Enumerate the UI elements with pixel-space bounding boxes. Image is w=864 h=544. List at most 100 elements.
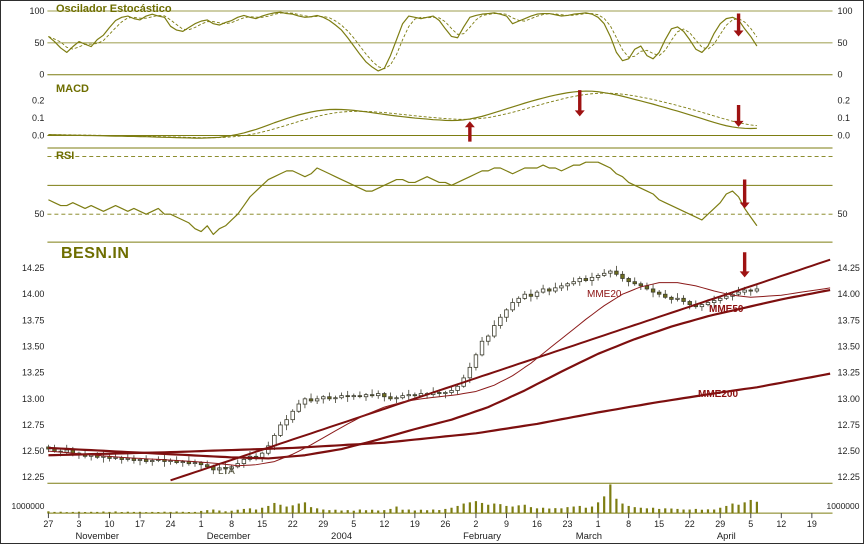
date-tick-label: 12 — [379, 519, 389, 529]
stochastic-ytick-right: 0 — [838, 70, 843, 80]
volume-bar — [181, 511, 184, 514]
volume-bar — [389, 508, 392, 514]
volume-bar — [273, 502, 276, 514]
lta-label: LTA — [218, 466, 235, 477]
candle — [699, 304, 705, 308]
candle — [113, 457, 118, 459]
volume-bar — [645, 508, 649, 514]
date-tick-label: 27 — [43, 519, 53, 529]
volume-bar — [236, 509, 239, 514]
candle — [314, 398, 320, 402]
candle — [321, 396, 326, 400]
volume-bar — [725, 505, 728, 514]
volume-bar — [603, 496, 606, 514]
candle — [473, 354, 479, 368]
volume-bar — [395, 506, 398, 514]
volume-bar — [401, 509, 404, 514]
macd-ytick: 0.2 — [32, 96, 44, 106]
volume-bar — [572, 506, 575, 514]
volume-bar — [53, 511, 56, 514]
volume-bar — [493, 503, 496, 514]
candle — [443, 392, 448, 394]
volume-bar — [658, 508, 661, 514]
candle — [198, 462, 204, 466]
volume-bar — [505, 505, 508, 514]
volume-bar — [609, 484, 612, 514]
volume-bar — [242, 508, 245, 514]
month-label: March — [576, 531, 602, 542]
candle — [650, 288, 656, 293]
candle — [400, 395, 405, 399]
candle — [632, 281, 637, 285]
date-tick-label: 17 — [135, 519, 145, 529]
volume-bar — [541, 507, 545, 514]
volume-bar — [90, 511, 93, 514]
rsi-ytick: 50 — [34, 209, 44, 219]
month-label: April — [717, 531, 736, 542]
date-tick-label: 29 — [318, 519, 328, 529]
volume-bar — [511, 506, 514, 514]
stochastic-panel-title: Oscilador Estocástico — [56, 3, 172, 15]
candle — [553, 287, 558, 292]
volume-bar — [328, 510, 331, 514]
candle — [131, 458, 137, 461]
candle — [290, 410, 295, 421]
price-ytick-right: 14.25 — [838, 263, 860, 273]
candle — [223, 467, 228, 470]
volume-bar — [664, 508, 667, 514]
y-axis-labels: 100 100 50 50 0 0 0.2 0.2 0.1 0.1 0.0 0.0 50 50 14.25 1… — [12, 6, 860, 511]
date-tick-label: 8 — [626, 519, 631, 529]
volume-bar — [731, 503, 734, 514]
candles — [46, 265, 760, 475]
price-ytick-right: 14.00 — [838, 289, 860, 299]
date-tick-label: 22 — [288, 519, 298, 529]
candle — [656, 291, 662, 295]
date-tick-label: 23 — [563, 519, 573, 529]
volume-bar — [499, 504, 502, 514]
candle — [742, 289, 747, 293]
x-axis: 27 3 10 17 24 1 8 15 22 29 5 12 19 26 2 9 16 23 1 8 15 22 29 5 1… — [43, 513, 817, 542]
candle — [547, 288, 552, 292]
candle — [259, 452, 265, 458]
volume-bar — [175, 511, 178, 514]
volume-bar — [309, 507, 313, 514]
volume-bar — [566, 507, 569, 514]
date-tick-label: 5 — [748, 519, 753, 529]
volume-bar — [126, 511, 129, 514]
volume-bar — [132, 511, 135, 514]
macd-ytick-right: 0.2 — [838, 96, 850, 106]
candle — [620, 273, 625, 279]
candle — [754, 288, 760, 292]
volume-bar — [267, 505, 270, 514]
volume-bar — [713, 509, 716, 514]
rsi-line — [48, 161, 758, 236]
price-ytick-right: 12.75 — [838, 420, 860, 430]
rsi-panel-title: RSI — [56, 150, 75, 162]
volume-bar — [108, 511, 111, 514]
volume-ytick: 1000000 — [12, 501, 45, 511]
price-ytick: 12.25 — [22, 472, 44, 482]
volume-bar — [621, 503, 624, 514]
volume-bar — [96, 511, 99, 514]
macd-ytick-right: 0.0 — [838, 130, 850, 140]
candle — [522, 293, 527, 299]
mme50-label: MME50 — [709, 304, 744, 315]
candle — [302, 398, 308, 405]
volume-bar — [334, 509, 337, 514]
date-tick-label: 15 — [257, 519, 267, 529]
volume-bar — [364, 510, 368, 514]
candle — [595, 274, 601, 278]
volume-bar — [254, 509, 258, 514]
volume-bar — [676, 508, 679, 514]
volume-bar — [163, 511, 166, 514]
macd-line — [48, 90, 757, 139]
candle — [88, 454, 94, 457]
candle — [577, 278, 582, 283]
volume-bar — [193, 511, 197, 514]
volume-bar — [456, 505, 459, 514]
volume-bar — [65, 512, 68, 514]
lta-line — [170, 258, 831, 482]
date-tick-label: 2 — [473, 519, 478, 529]
candle — [345, 395, 350, 398]
rsi-ytick-right: 50 — [838, 209, 848, 219]
